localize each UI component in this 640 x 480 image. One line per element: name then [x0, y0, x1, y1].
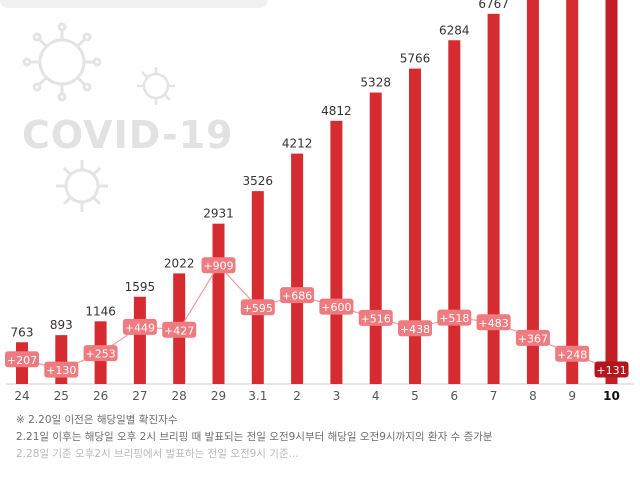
x-tick-label: 25 [54, 389, 69, 403]
increase-box [122, 318, 157, 335]
bar-8 [526, 0, 539, 384]
x-tick-label: 6 [450, 389, 458, 403]
value-label: 763 [11, 325, 34, 339]
increase-box [437, 309, 472, 326]
x-tick-label: 8 [529, 389, 537, 403]
x-tick-label: 2 [293, 389, 301, 403]
virus-icon [137, 67, 175, 105]
value-label: 5766 [400, 52, 431, 66]
increase-label: +438 [400, 323, 430, 336]
x-tick-label: 24 [14, 389, 29, 403]
x-tick-label: 5 [411, 389, 419, 403]
increase-box [44, 361, 79, 378]
bar-27 [133, 296, 146, 384]
x-tick-label: 7 [490, 389, 498, 403]
increase-box [280, 287, 315, 304]
x-tick-label: 10 [603, 389, 620, 403]
bar-9 [566, 0, 579, 384]
increase-boxes-layer: +207 +130 +253 +449 +427 +909 +595 +686 +600 +516… [5, 257, 629, 378]
increase-box [201, 257, 236, 274]
increase-box [5, 351, 39, 368]
x-tick-label: 27 [132, 389, 147, 403]
bar-5 [409, 68, 421, 385]
bar-10 [605, 0, 618, 384]
top-card-edge [0, 0, 268, 8]
increase-label: +248 [557, 348, 587, 361]
increase-box [476, 314, 511, 331]
increase-label: +600 [321, 301, 351, 314]
increase-box [358, 309, 393, 326]
bar-29 [212, 223, 225, 384]
increase-trend-line [21, 264, 612, 371]
x-axis-labels-layer: 24 25 26 27 28 29 3.1 2 3 4 5 6 7 8 9 10 [14, 389, 619, 403]
value-label: 6767 [478, 0, 509, 11]
bar-6 [448, 40, 461, 385]
x-tick-label: 28 [172, 389, 187, 403]
increase-box [162, 321, 197, 338]
value-label: 1146 [85, 304, 116, 318]
increase-label: +427 [164, 324, 194, 337]
value-label: 2022 [164, 256, 195, 270]
increase-label: +207 [7, 354, 37, 367]
footnote-3: 2.28일 기준 오후2시 브리핑에서 발표하는 전일 오전9시 기준... [16, 448, 299, 460]
value-labels-layer: 763 893 1146 1595 2022 2931 3526 4212 4812 5328 57… [11, 0, 509, 339]
increase-label: +483 [478, 317, 508, 330]
bars-layer [16, 0, 618, 385]
increase-box [398, 320, 432, 337]
value-label: 893 [50, 318, 73, 332]
bar-2 [291, 153, 304, 384]
x-tick-label: 3.1 [248, 389, 267, 403]
value-label: 2931 [203, 207, 234, 221]
increase-label: +909 [203, 260, 233, 273]
bar-3.1 [251, 191, 264, 384]
value-label: 6284 [439, 23, 470, 37]
increase-box [319, 298, 354, 315]
increase-label: +449 [125, 321, 155, 334]
increase-box [83, 345, 118, 362]
x-tick-label: 9 [568, 389, 576, 403]
increase-label: +367 [518, 332, 548, 345]
footnotes: ※ 2.20일 이전은 해당일별 확진자수 2.21일 이후는 해당일 오후 2… [16, 412, 626, 463]
increase-box [594, 361, 629, 378]
x-tick-label: 26 [93, 389, 108, 403]
increase-label: +130 [46, 364, 76, 377]
value-label: 3526 [243, 174, 274, 188]
value-label: 5328 [360, 76, 391, 90]
increase-label: +518 [439, 312, 469, 325]
x-tick-label: 29 [211, 389, 226, 403]
increase-label: +595 [243, 302, 273, 315]
value-label: 4212 [282, 137, 313, 151]
increase-box [240, 299, 275, 316]
increase-label: +253 [85, 348, 115, 361]
increase-box [515, 329, 550, 346]
bar-3 [330, 120, 343, 384]
value-label: 4812 [321, 104, 352, 118]
footnote-1: ※ 2.20일 이전은 해당일별 확진자수 [16, 414, 178, 426]
footnote-2: 2.21일 이후는 해당일 오후 2시 브리핑 때 발표되는 전일 오전9시부터… [16, 431, 493, 443]
virus-icon [56, 160, 108, 212]
increase-label: +516 [361, 312, 391, 325]
bar-4 [369, 92, 382, 384]
x-tick-label: 3 [333, 389, 341, 403]
value-label: 1595 [125, 280, 156, 294]
bar-7 [487, 13, 500, 385]
increase-box [555, 345, 590, 362]
virus-decoration: COVID-19 [22, 22, 234, 212]
x-tick-label: 4 [372, 389, 380, 403]
increase-label: +686 [282, 290, 312, 303]
covid-watermark: COVID-19 [22, 113, 234, 157]
increase-label: +131 [596, 364, 626, 377]
virus-icon [22, 22, 102, 102]
